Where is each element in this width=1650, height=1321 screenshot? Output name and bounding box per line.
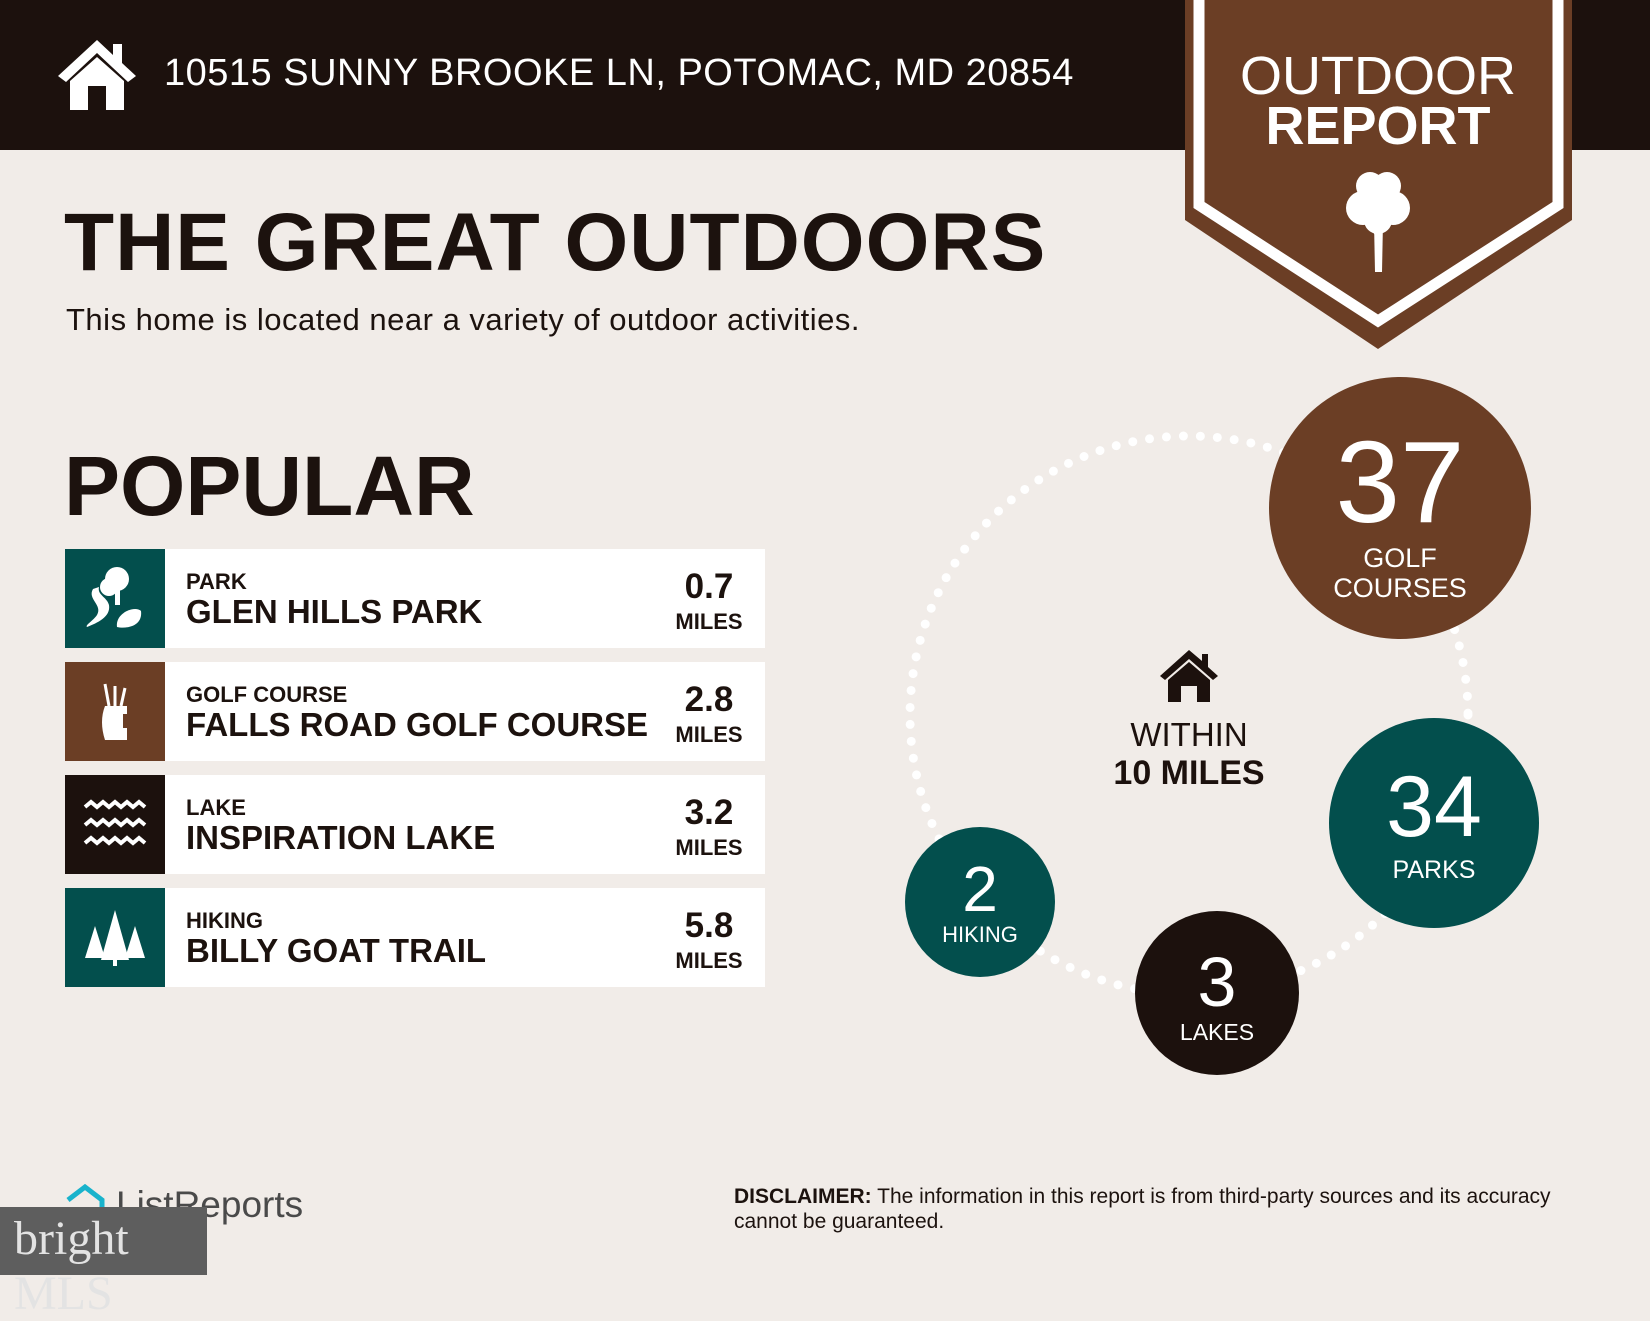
item-distance: 2.8 xyxy=(684,680,734,719)
count-value: 2 xyxy=(962,853,998,925)
disclaimer-label: DISCLAIMER: xyxy=(734,1185,872,1208)
waves-icon xyxy=(65,775,165,874)
radius-line2: 10 MILES xyxy=(1113,754,1264,792)
golf-courses-count: 37 GOLF COURSES xyxy=(1269,377,1531,639)
property-address: 10515 SUNNY BROOKE LN, POTOMAC, MD 20854 xyxy=(164,52,1074,94)
item-category: LAKE xyxy=(186,795,246,820)
item-name: BILLY GOAT TRAIL xyxy=(186,932,487,969)
item-category: PARK xyxy=(186,569,247,594)
count-label: GOLF xyxy=(1363,543,1437,573)
hiking-count: 2 HIKING xyxy=(905,827,1055,977)
page-title: THE GREAT OUTDOORS xyxy=(64,197,1047,288)
outdoor-report-badge: OUTDOOR REPORT xyxy=(1185,0,1572,349)
list-item: HIKING BILLY GOAT TRAIL 5.8 MILES xyxy=(65,888,765,987)
count-value: 3 xyxy=(1198,943,1237,1021)
item-unit: MILES xyxy=(675,722,743,747)
counts-diagram: WITHIN 10 MILES 37 GOLF COURSES 34 PARKS… xyxy=(905,377,1539,1075)
parks-count: 34 PARKS xyxy=(1329,718,1539,928)
item-name: INSPIRATION LAKE xyxy=(186,819,496,856)
badge-line1: OUTDOOR xyxy=(1240,46,1516,106)
disclaimer: DISCLAIMER: The information in this repo… xyxy=(734,1184,1604,1234)
item-distance: 3.2 xyxy=(684,793,734,832)
item-name: GLEN HILLS PARK xyxy=(186,593,483,630)
count-label: PARKS xyxy=(1393,856,1476,884)
list-item: PARK GLEN HILLS PARK 0.7 MILES xyxy=(65,549,765,648)
item-name: FALLS ROAD GOLF COURSE xyxy=(186,706,648,743)
count-label: COURSES xyxy=(1333,573,1467,603)
park-icon xyxy=(65,549,165,648)
count-value: 37 xyxy=(1335,417,1464,547)
radius-line1: WITHIN xyxy=(1130,716,1247,753)
golf-bag-icon xyxy=(65,662,165,761)
item-unit: MILES xyxy=(675,609,743,634)
pine-trees-icon xyxy=(65,888,165,987)
popular-heading: POPULAR xyxy=(64,439,475,533)
item-category: GOLF COURSE xyxy=(186,682,348,707)
item-unit: MILES xyxy=(675,835,743,860)
lakes-count: 3 LAKES xyxy=(1135,911,1299,1075)
tree-icon xyxy=(1346,172,1410,272)
count-label: HIKING xyxy=(942,922,1018,947)
item-category: HIKING xyxy=(186,908,263,933)
home-icon xyxy=(1160,650,1218,702)
count-value: 34 xyxy=(1386,759,1482,855)
disclaimer-text: The information in this report is from t… xyxy=(734,1185,1551,1233)
watermark-text: bright MLS xyxy=(14,1212,129,1320)
list-item: LAKE INSPIRATION LAKE 3.2 MILES xyxy=(65,775,765,874)
list-item: GOLF COURSE FALLS ROAD GOLF COURSE 2.8 M… xyxy=(65,662,765,761)
home-icon xyxy=(58,40,136,110)
item-unit: MILES xyxy=(675,948,743,973)
item-distance: 0.7 xyxy=(684,567,734,606)
count-label: LAKES xyxy=(1180,1019,1254,1045)
item-distance: 5.8 xyxy=(684,906,734,945)
page-subtitle: This home is located near a variety of o… xyxy=(66,302,861,337)
bright-mls-watermark: bright MLS xyxy=(0,1207,207,1320)
badge-line2: REPORT xyxy=(1265,96,1490,156)
